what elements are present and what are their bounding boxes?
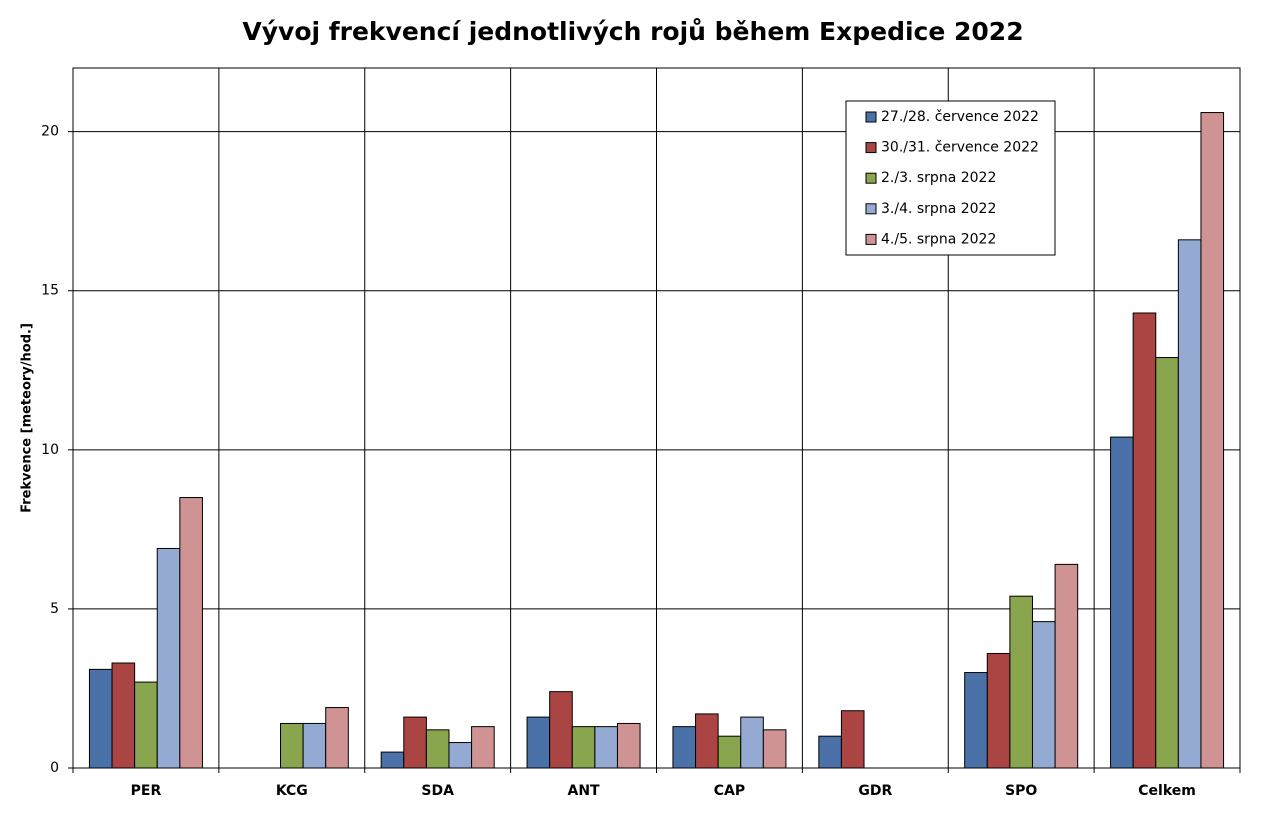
x-tick-label: CAP [714,783,745,799]
bar [594,726,618,769]
bar [986,652,1011,769]
legend-swatch [865,233,877,245]
legend-label: 27./28. července 2022 [881,109,1039,125]
bar [1132,312,1157,769]
bar [425,729,450,769]
bar [179,497,203,769]
legend-label: 4./5. srpna 2022 [881,231,996,247]
bar [1054,563,1079,769]
bar [1031,621,1056,769]
legend-label: 3./4. srpna 2022 [881,201,996,217]
bar [88,668,113,769]
legend-label: 30./31. července 2022 [881,140,1039,156]
bar [964,672,988,769]
legend-swatch [865,111,877,123]
x-tick-label: KCG [276,783,308,799]
bar [672,726,697,769]
bar [818,735,842,769]
bar [471,726,495,769]
y-tick-label: 15 [41,283,59,299]
bar [571,726,596,769]
bar [762,729,787,769]
x-tick-label: Celkem [1138,783,1196,799]
bar [280,722,304,769]
chart-title: Vývoj frekvencí jednotlivých rojů během … [242,17,1023,46]
bar [134,681,158,769]
x-tick-label: GDR [858,783,892,799]
bar [380,751,405,769]
y-tick-label: 0 [50,760,59,776]
legend-swatch [865,172,877,184]
bar [1200,112,1225,769]
bar [1155,357,1179,769]
y-tick-label: 10 [41,442,59,458]
bar [111,662,136,769]
y-axis-label: Frekvence [meteory/hod.] [20,323,35,513]
x-tick-label: ANT [568,783,601,799]
bar [695,713,719,769]
bar [740,716,764,769]
y-tick-label: 20 [41,124,59,140]
legend-swatch [865,142,877,154]
legend-label: 2./3. srpna 2022 [881,170,996,186]
bar [1110,436,1134,769]
bar [1009,595,1033,769]
bar [325,707,349,769]
y-tick-label: 5 [50,601,59,617]
bar [616,722,641,769]
bar [448,742,473,769]
bar [549,691,573,769]
x-tick-label: SPO [1005,783,1037,799]
legend-box [845,100,1056,256]
bar [403,716,427,769]
x-tick-label: PER [131,783,162,799]
bar [1177,239,1202,769]
bar [156,547,181,769]
bar [717,735,742,769]
legend-swatch [865,203,877,215]
bar [526,716,551,769]
bar [840,710,865,769]
x-tick-label: SDA [421,783,454,799]
bar [302,722,327,769]
